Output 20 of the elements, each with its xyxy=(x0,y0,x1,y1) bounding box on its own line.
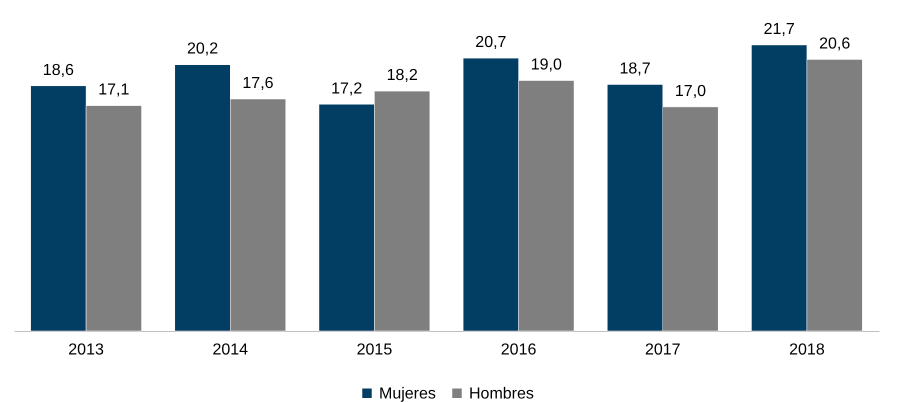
data-label: 18,2 xyxy=(386,67,418,84)
data-label: 21,7 xyxy=(764,20,795,38)
legend-label: Mujeres xyxy=(379,385,436,402)
data-label: 18,6 xyxy=(42,62,74,79)
data-label: 19,0 xyxy=(530,56,562,74)
x-tick-label: 2013 xyxy=(68,342,104,358)
data-label: 20,6 xyxy=(819,35,850,52)
legend-label: Hombres xyxy=(469,385,534,402)
data-label: 20,7 xyxy=(475,34,507,52)
data-label: 17,1 xyxy=(98,82,130,99)
data-label: 18,7 xyxy=(619,60,651,78)
x-tick-label: 2015 xyxy=(356,342,392,358)
data-label: 17,6 xyxy=(242,75,274,92)
x-tick-label: 2016 xyxy=(500,342,536,358)
data-label: 20,2 xyxy=(186,40,218,58)
x-tick-label: 2014 xyxy=(212,342,248,358)
data-label: 17,0 xyxy=(674,82,706,100)
x-tick-label: 2018 xyxy=(789,342,825,358)
x-tick-label: 2017 xyxy=(644,342,681,358)
data-label: 17,2 xyxy=(331,80,362,98)
